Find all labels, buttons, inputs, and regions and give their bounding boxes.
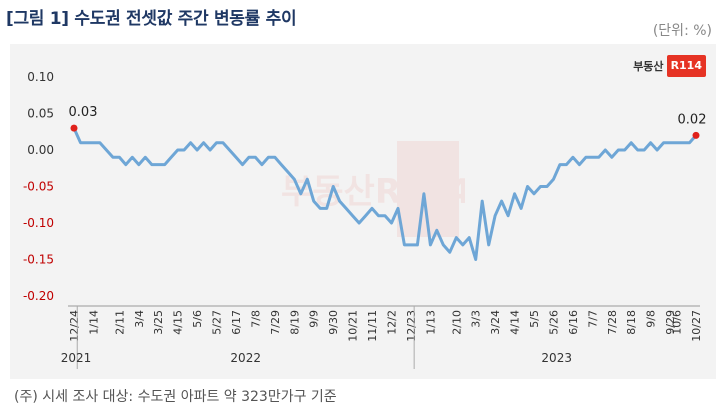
x-tick-label: 1/14 [87, 310, 100, 335]
data-point-marker [692, 131, 700, 139]
y-tick-label: 0.00 [27, 143, 54, 157]
x-tick-label: 10/21 [347, 310, 360, 342]
x-tick-label: 5/26 [547, 310, 560, 335]
brand-watermark: 부동산R114 [281, 141, 465, 237]
series-line [72, 126, 698, 261]
x-tick-label: 11/11 [366, 310, 379, 342]
data-label: 0.03 [69, 105, 98, 120]
year-label: 2023 [541, 351, 572, 365]
x-tick-label: 8/19 [288, 310, 301, 335]
brand-logo: 부동산 R114 [633, 54, 706, 78]
x-tick-label: 12/24 [68, 310, 81, 342]
x-tick-label: 5/5 [528, 310, 541, 328]
x-tick-label: 6/16 [567, 310, 580, 335]
x-tick-label: 8/18 [625, 310, 638, 335]
x-tick-label: 9/9 [308, 310, 321, 328]
x-tick-label: 2/11 [113, 310, 126, 335]
y-tick-label: -0.15 [23, 253, 54, 267]
x-tick-label: 10/27 [690, 310, 703, 342]
brand-text: 부동산 [633, 60, 664, 73]
x-tick-label: 3/24 [489, 310, 502, 335]
year-label: 2022 [230, 351, 261, 365]
x-tick-label: 7/29 [269, 310, 282, 335]
x-tick-label: 9/29 [664, 310, 677, 335]
data-label: 0.02 [678, 112, 707, 127]
brand-badge: R114 [666, 55, 706, 77]
x-tick-label: 9/30 [327, 310, 340, 335]
y-tick-label: 0.05 [27, 107, 54, 121]
unit-label: (단위: %) [652, 23, 712, 39]
x-tick-label: 6/17 [230, 310, 243, 335]
chart-area: 부동산R114 0.10 0.05 0.00 -0.05 -0.10 -0.15 -0.20… [10, 44, 716, 379]
x-tick-label: 4/14 [509, 310, 522, 335]
data-point-marker [70, 124, 78, 132]
x-tick-label: 1/13 [424, 310, 437, 335]
x-tick-label: 3/3 [470, 310, 483, 328]
x-tick-label: 10/6 [671, 310, 684, 335]
line-chart: 0.10 0.05 0.00 -0.05 -0.10 -0.15 -0.20 12/24 1/1… [23, 70, 707, 369]
x-tick-label: 2/10 [450, 310, 463, 335]
x-tick-label: 7/8 [249, 310, 262, 328]
figure-title: [그림 1] 수도권 전셋값 주간 변동률 추이 [6, 9, 297, 29]
x-tick-label: 3/25 [152, 310, 165, 335]
x-tick-label: 7/28 [606, 310, 619, 335]
x-tick-label: 5/6 [191, 310, 204, 328]
x-tick-label: 12/2 [385, 310, 398, 335]
y-tick-label: -0.20 [23, 289, 54, 303]
footnote: (주) 시세 조사 대상: 수도권 아파트 약 323만가구 기준 [14, 389, 337, 405]
x-tick-label: 3/4 [133, 310, 146, 328]
x-tick-label: 4/15 [172, 310, 185, 335]
x-tick-label: 5/27 [211, 310, 224, 335]
x-tick-label: 9/8 [645, 310, 658, 328]
y-tick-label: -0.10 [23, 216, 54, 230]
x-tick-label: 12/23 [405, 310, 418, 342]
y-tick-label: 0.10 [27, 70, 54, 84]
x-tick-label: 7/7 [586, 310, 599, 328]
y-tick-label: -0.05 [23, 180, 54, 194]
year-label: 2021 [61, 351, 92, 365]
